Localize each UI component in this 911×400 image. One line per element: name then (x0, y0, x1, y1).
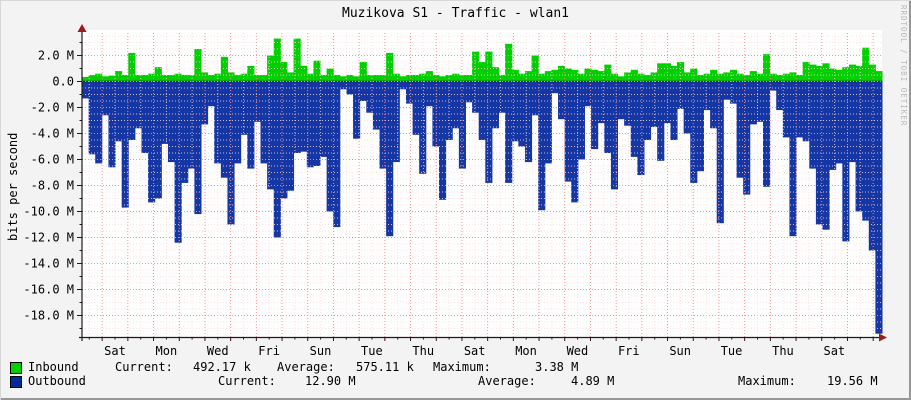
outbound-series-label: Outbound (28, 374, 86, 388)
svg-text:Thu: Thu (412, 344, 434, 358)
inbound-series-label: Inbound (28, 360, 79, 374)
svg-text:-6.0 M: -6.0 M (31, 153, 74, 167)
svg-text:-16.0 M: -16.0 M (23, 283, 74, 297)
svg-text:Sun: Sun (310, 344, 332, 358)
svg-text:Sat: Sat (823, 344, 845, 358)
svg-text:Fri: Fri (258, 344, 280, 358)
outbound-current-value: 12.90 M (305, 374, 356, 388)
svg-text:Tue: Tue (721, 344, 743, 358)
inbound-maximum-value: 3.38 M (535, 360, 579, 374)
svg-text:Wed: Wed (207, 344, 229, 358)
svg-text:0.0: 0.0 (52, 75, 74, 89)
svg-text:-14.0 M: -14.0 M (23, 257, 74, 271)
svg-text:-4.0 M: -4.0 M (31, 127, 74, 141)
graph-title: Muzikova S1 - Traffic - wlan1 (342, 6, 569, 21)
outbound-average-label: Average: (478, 374, 536, 388)
svg-text:-12.0 M: -12.0 M (23, 231, 74, 245)
svg-text:Sat: Sat (464, 344, 486, 358)
outbound-color-swatch (10, 376, 22, 388)
svg-text:Sun: Sun (669, 344, 691, 358)
outbound-average-value: 4.89 M (571, 374, 615, 388)
svg-text:Mon: Mon (515, 344, 537, 358)
inbound-maximum-label: Maximum: (433, 360, 491, 374)
inbound-average-value: 575.11 k (356, 360, 414, 374)
svg-text:-10.0 M: -10.0 M (23, 205, 74, 219)
outbound-current-label: Current: (218, 374, 276, 388)
svg-text:-2.0 M: -2.0 M (31, 101, 74, 115)
svg-text:Fri: Fri (618, 344, 640, 358)
svg-text:Tue: Tue (361, 344, 383, 358)
svg-text:Sat: Sat (104, 344, 126, 358)
svg-text:Thu: Thu (772, 344, 794, 358)
svg-text:-8.0 M: -8.0 M (31, 179, 74, 193)
inbound-current-value: 492.17 k (193, 360, 251, 374)
svg-text:-18.0 M: -18.0 M (23, 309, 74, 323)
rrdtool-watermark: RRDTOOL / TOBI OETIKER (899, 5, 908, 127)
outbound-maximum-label: Maximum: (738, 374, 796, 388)
svg-text:Wed: Wed (567, 344, 589, 358)
inbound-current-label: Current: (115, 360, 173, 374)
inbound-color-swatch (10, 362, 22, 374)
svg-text:Mon: Mon (156, 344, 178, 358)
inbound-average-label: Average: (277, 360, 335, 374)
svg-text:2.0 M: 2.0 M (38, 49, 74, 63)
outbound-maximum-value: 19.56 M (827, 374, 878, 388)
